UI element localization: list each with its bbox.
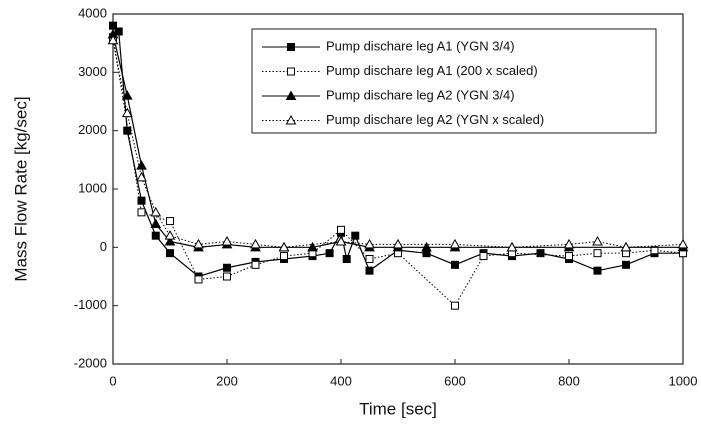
legend-marker	[285, 114, 297, 125]
data-point	[365, 255, 374, 263]
data-point	[421, 241, 432, 252]
data-point	[223, 272, 231, 281]
data-point	[351, 231, 360, 240]
x-tick-label: 1000	[669, 373, 698, 388]
legend-marker	[287, 67, 295, 76]
data-point	[536, 249, 545, 258]
data-point	[451, 301, 459, 310]
y-tick-label: 0	[100, 239, 107, 254]
data-point	[593, 249, 602, 258]
legend-label: Pump dischare leg A1 (YGN 3/4)	[326, 38, 515, 53]
data-point	[337, 225, 345, 234]
y-axis-label: Mass Flow Rate [kg/sec]	[11, 96, 30, 281]
x-tick-label: 400	[330, 373, 352, 388]
data-point	[137, 196, 146, 205]
data-point	[251, 260, 260, 269]
data-point	[392, 238, 404, 249]
data-point	[325, 249, 334, 258]
data-point	[342, 255, 351, 263]
data-point	[479, 252, 488, 261]
legend-label: Pump dischare leg A2 (YGN 3/4)	[326, 87, 515, 102]
data-point	[364, 238, 375, 249]
data-point	[164, 235, 176, 246]
x-tick-label: 600	[444, 373, 466, 388]
data-point	[114, 27, 123, 36]
data-point	[194, 275, 203, 284]
y-tick-label: -2000	[74, 355, 107, 370]
legend-marker	[285, 90, 297, 100]
data-point	[121, 107, 133, 118]
y-tick-label: -1000	[74, 297, 107, 312]
series-line	[112, 40, 684, 248]
x-axis-label: Time [sec]	[359, 399, 437, 418]
legend-marker	[287, 43, 295, 51]
data-point	[622, 260, 630, 269]
data-point	[593, 266, 602, 275]
x-tick-label: 800	[558, 373, 580, 388]
data-point	[677, 238, 689, 249]
data-point	[451, 260, 459, 269]
data-point	[280, 252, 288, 261]
data-point	[150, 218, 162, 228]
data-point	[164, 230, 176, 240]
data-point	[150, 206, 162, 217]
data-point	[166, 217, 174, 226]
data-point	[365, 266, 374, 275]
data-point	[221, 235, 233, 246]
legend-label: Pump dischare leg A1 (200 x scaled)	[326, 63, 538, 78]
data-point	[123, 126, 132, 135]
legend-label: Pump dischare leg A2 (YGN x scaled)	[326, 112, 544, 127]
y-tick-label: 4000	[78, 5, 107, 20]
data-point	[592, 235, 603, 246]
data-point	[565, 252, 573, 261]
data-point	[107, 34, 119, 45]
data-point	[193, 238, 204, 249]
data-point	[506, 241, 518, 252]
y-tick-label: 2000	[78, 122, 107, 137]
legend-box	[251, 28, 657, 134]
data-point	[151, 231, 160, 240]
y-tick-label: 3000	[78, 64, 107, 79]
data-point	[563, 238, 575, 249]
data-point	[307, 241, 318, 252]
data-point	[166, 249, 174, 258]
data-point	[121, 90, 133, 100]
data-point	[136, 171, 147, 182]
x-tick-label: 200	[216, 373, 238, 388]
data-point	[335, 235, 347, 246]
y-tick-label: 1000	[78, 180, 107, 195]
x-tick-label: 0	[109, 373, 116, 388]
data-point	[449, 238, 461, 249]
data-point	[137, 208, 146, 217]
data-point	[620, 241, 632, 252]
data-point	[250, 238, 261, 249]
data-point	[223, 263, 231, 272]
data-point	[278, 241, 290, 252]
